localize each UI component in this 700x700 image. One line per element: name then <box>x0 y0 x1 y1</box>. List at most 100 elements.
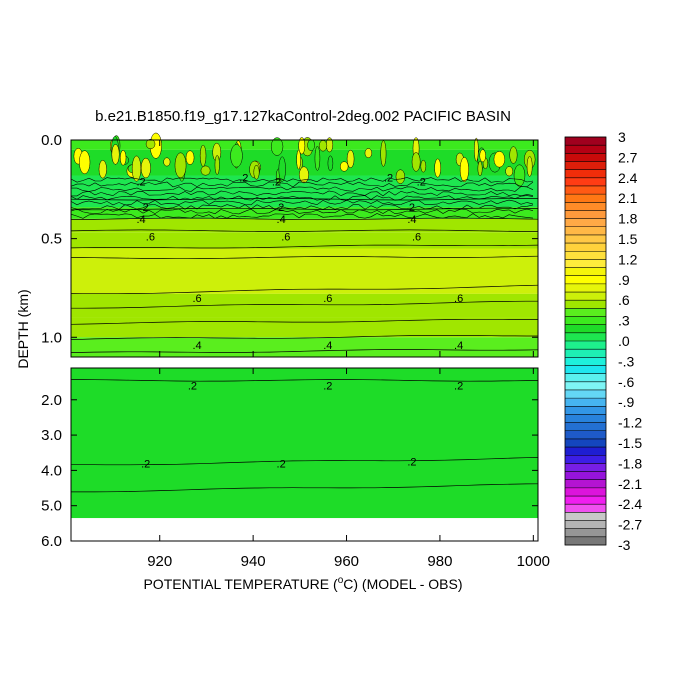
colorbar-cell <box>565 487 606 497</box>
surface-wavy-contour <box>70 199 534 206</box>
colorbar-label: .3 <box>618 313 630 329</box>
surface-contour-cell <box>278 156 286 182</box>
contour-label: .2 <box>136 176 145 188</box>
contour-label: .4 <box>323 340 332 352</box>
surface-contour-cell <box>296 149 301 170</box>
colorbar-cell <box>565 398 606 407</box>
surface-contour-cell <box>526 156 533 177</box>
contour-label: .2 <box>384 172 393 184</box>
colorbar-label: 2.1 <box>618 190 638 206</box>
contour-label: 2 <box>143 202 149 214</box>
lower-panel-frame <box>70 367 539 542</box>
colorbar-cell <box>565 185 606 195</box>
surface-contour-cell <box>140 157 151 179</box>
y-tick-label: 0.5 <box>41 231 62 248</box>
surface-wavy-contour <box>70 186 534 192</box>
surface-contour-cell <box>230 144 243 168</box>
contour-line-3 <box>70 229 538 232</box>
colorbar-cell <box>565 243 606 252</box>
colorbar-label: -.3 <box>618 353 635 369</box>
colorbar-cell <box>565 251 606 260</box>
colorbar-label: .0 <box>618 333 630 349</box>
colorbar-cell <box>565 161 606 170</box>
surface-contour-cell <box>298 137 306 155</box>
x-axis: 920 940 960 980 1000 <box>147 140 550 570</box>
contour-label: .4 <box>192 340 201 352</box>
colorbar-cell <box>565 210 606 219</box>
colorbar-label: -2.1 <box>618 476 642 492</box>
colorbar-cell <box>565 520 606 529</box>
colorbar-frame <box>564 136 607 546</box>
surface-contour-cell <box>145 139 156 150</box>
surface-contour-cell <box>327 155 334 172</box>
colorbar: 3 2.7 2.4 2.1 1.8 1.5 1.2 .9 .6 .3 .0 -.3 -.6 -.9 -1.2… <box>564 129 642 553</box>
surface-contour-cell <box>199 144 207 167</box>
surface-contour-cell <box>479 149 486 163</box>
surface-contour-cell <box>299 166 309 184</box>
contour-label: .2 <box>323 381 332 393</box>
colorbar-cell <box>565 349 606 358</box>
surface-contour-cell <box>307 139 315 152</box>
x-tick-label: 920 <box>147 553 172 570</box>
contour-line-2 <box>70 217 539 221</box>
surface-contour-cell <box>477 160 483 177</box>
surface-contour-cell <box>434 158 442 178</box>
colorbar-cell <box>565 218 606 228</box>
colorbar-cell <box>565 316 606 325</box>
y-axis: 0.0 0.5 1.0 2.0 3.0 4.0 5.0 6.0 <box>41 132 538 550</box>
lower-contour-labels: .2 .2 .2 .2 .2 .2 <box>141 381 463 471</box>
upper-surface-noise <box>70 132 536 219</box>
colorbar-label: -.9 <box>618 394 635 410</box>
x-axis-label-suffix: C) (MODEL - OBS) <box>343 576 462 592</box>
contour-band-9 <box>71 337 538 357</box>
colorbar-cell <box>565 202 606 211</box>
contour-line-5 <box>71 255 539 260</box>
colorbar-cell <box>565 357 606 366</box>
contour-line-1 <box>70 207 539 211</box>
surface-contour-cell <box>339 161 349 172</box>
colorbar-label: 1.8 <box>618 211 638 227</box>
contour-line-4 <box>70 244 539 249</box>
colorbar-cell <box>565 267 606 277</box>
contour-label: 2 <box>278 202 284 214</box>
colorbar-cell <box>565 447 606 456</box>
x-tick-label: 1000 <box>517 553 550 570</box>
y-tick-label: 6.0 <box>41 533 62 550</box>
contour-band-6 <box>71 248 538 294</box>
colorbar-label: -1.2 <box>618 415 642 431</box>
contour-line-10 <box>70 349 539 353</box>
surface-contour-cell <box>509 146 518 164</box>
x-tick-label: 960 <box>334 553 359 570</box>
colorbar-cell <box>565 332 606 342</box>
surface-contour-cell <box>505 166 514 177</box>
colorbar-label: 2.4 <box>618 170 638 186</box>
colorbar-cell <box>565 275 606 285</box>
contour-label: .6 <box>281 232 290 244</box>
x-axis-label-prefix: POTENTIAL TEMPERATURE ( <box>143 576 338 592</box>
colorbar-cell <box>565 406 606 415</box>
contour-label: .2 <box>454 381 463 393</box>
contour-label: .2 <box>407 457 416 469</box>
colorbar-cell <box>565 463 606 472</box>
upper-panel: .2.2.2.2.22 2 2.4.4.4.6.6.6.6.6.6.4.4.4 <box>70 132 539 358</box>
surface-contour-cell <box>395 169 406 184</box>
surface-contour-cell <box>200 165 211 176</box>
contour-label: .4 <box>454 340 463 352</box>
colorbar-cell <box>565 300 606 309</box>
surface-contour-cell <box>270 137 284 156</box>
surface-wavy-contour <box>70 181 534 188</box>
y-tick-label: 0.0 <box>41 132 62 149</box>
contour-band-7 <box>71 293 538 318</box>
upper-contour-lines <box>70 198 539 353</box>
surface-contour-cell <box>474 137 479 162</box>
contour-line-6 <box>70 284 539 295</box>
surface-wavy-contour <box>70 204 534 210</box>
colorbar-cell <box>565 471 606 481</box>
surface-contour-cell <box>420 159 427 173</box>
colorbar-cell <box>565 226 606 236</box>
colorbar-label: -3 <box>618 537 631 553</box>
y-tick-label: 5.0 <box>41 498 62 515</box>
colorbar-cell <box>565 153 606 162</box>
colorbar-cell <box>565 373 606 383</box>
colorbar-cell <box>565 308 606 317</box>
